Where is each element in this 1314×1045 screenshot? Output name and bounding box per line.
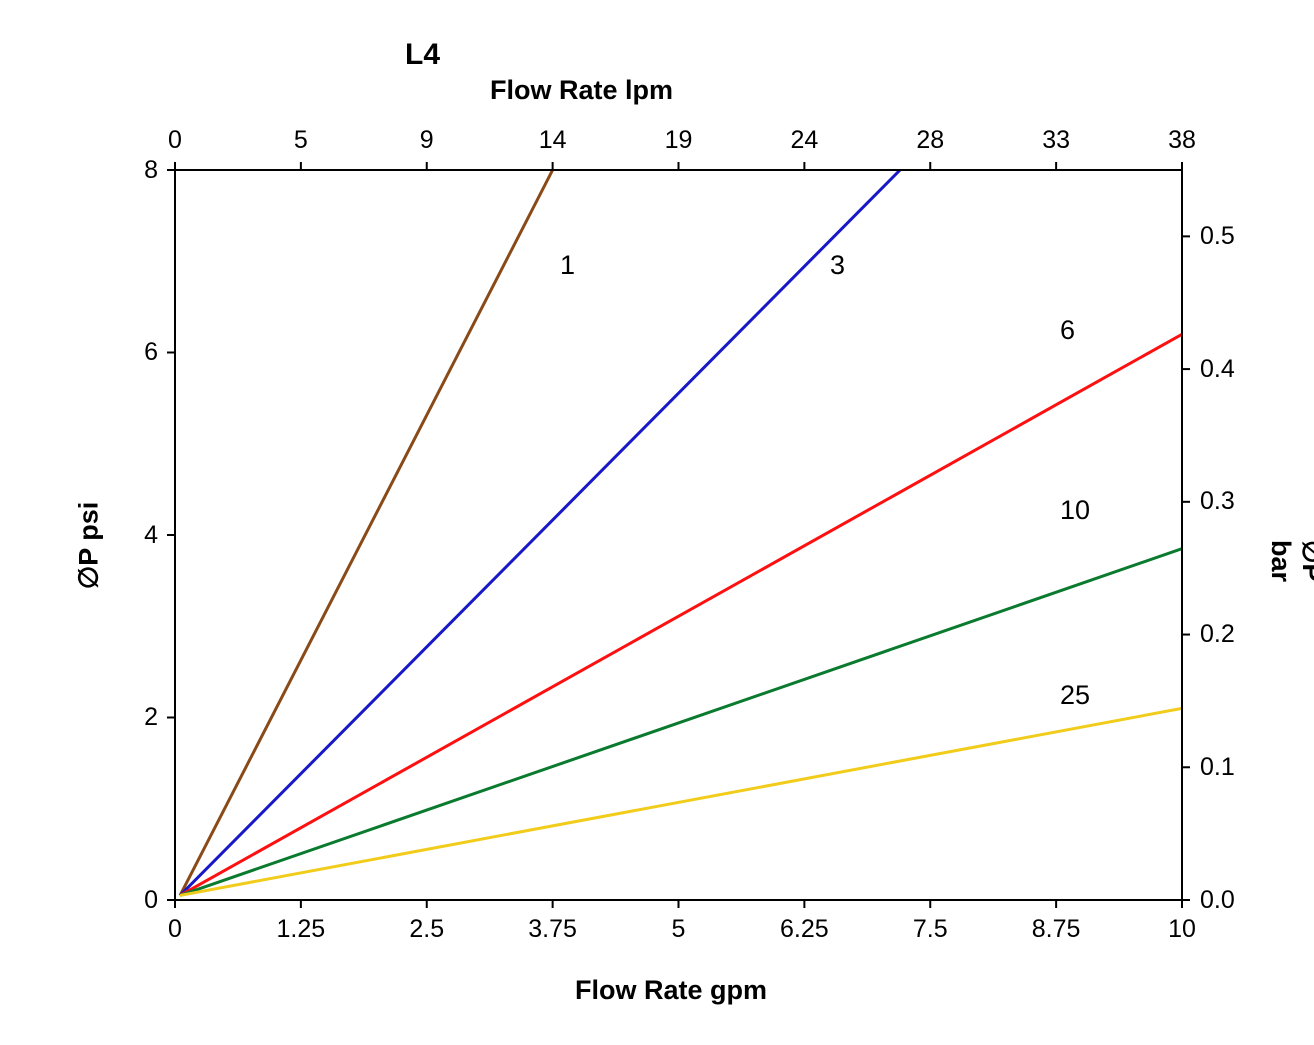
y-left-tick-3: 6 (63, 338, 158, 367)
x-bottom-axis-label: Flow Rate gpm (575, 975, 767, 1006)
x-top-tick-3: 14 (493, 126, 613, 155)
x-bottom-tick-1: 1.25 (241, 915, 361, 944)
y-right-tick-5: 0.5 (1200, 222, 1235, 251)
x-bottom-tick-0: 0 (115, 915, 235, 944)
y-right-tick-2: 0.2 (1200, 620, 1235, 649)
chart-title: L4 (405, 38, 440, 72)
y-left-tick-1: 2 (63, 703, 158, 732)
x-top-axis-label: Flow Rate lpm (490, 75, 673, 106)
x-top-tick-4: 19 (619, 126, 739, 155)
x-bottom-tick-3: 3.75 (493, 915, 613, 944)
series-label-1: 1 (560, 250, 575, 281)
series-label-3: 3 (830, 250, 845, 281)
series-line-6 (180, 334, 1182, 895)
y-left-tick-4: 8 (63, 156, 158, 185)
x-top-tick-7: 33 (996, 126, 1116, 155)
y-right-axis-label: ∅P bar (1265, 540, 1314, 582)
x-bottom-tick-2: 2.5 (367, 915, 487, 944)
series-line-25 (180, 708, 1182, 895)
y-left-tick-0: 0 (63, 886, 158, 915)
chart-container: L4 Flow Rate lpm Flow Rate gpm ∅P psi ∅P… (0, 0, 1314, 1045)
x-bottom-tick-4: 5 (619, 915, 739, 944)
x-bottom-tick-5: 6.25 (744, 915, 864, 944)
x-top-tick-2: 9 (367, 126, 487, 155)
x-top-tick-8: 38 (1122, 126, 1242, 155)
series-line-3 (180, 170, 900, 895)
chart-svg (0, 0, 1314, 1045)
x-top-tick-5: 24 (744, 126, 864, 155)
y-left-tick-2: 4 (63, 521, 158, 550)
x-top-tick-6: 28 (870, 126, 990, 155)
y-right-tick-0: 0.0 (1200, 886, 1235, 915)
x-bottom-tick-6: 7.5 (870, 915, 990, 944)
series-label-6: 6 (1060, 315, 1075, 346)
x-bottom-tick-8: 10 (1122, 915, 1242, 944)
x-top-tick-0: 0 (115, 126, 235, 155)
y-right-tick-1: 0.1 (1200, 753, 1235, 782)
series-label-10: 10 (1060, 495, 1090, 526)
y-right-tick-3: 0.3 (1200, 487, 1235, 516)
x-top-tick-1: 5 (241, 126, 361, 155)
plot-border (175, 170, 1182, 900)
y-right-tick-4: 0.4 (1200, 355, 1235, 384)
x-bottom-tick-7: 8.75 (996, 915, 1116, 944)
series-label-25: 25 (1060, 680, 1090, 711)
